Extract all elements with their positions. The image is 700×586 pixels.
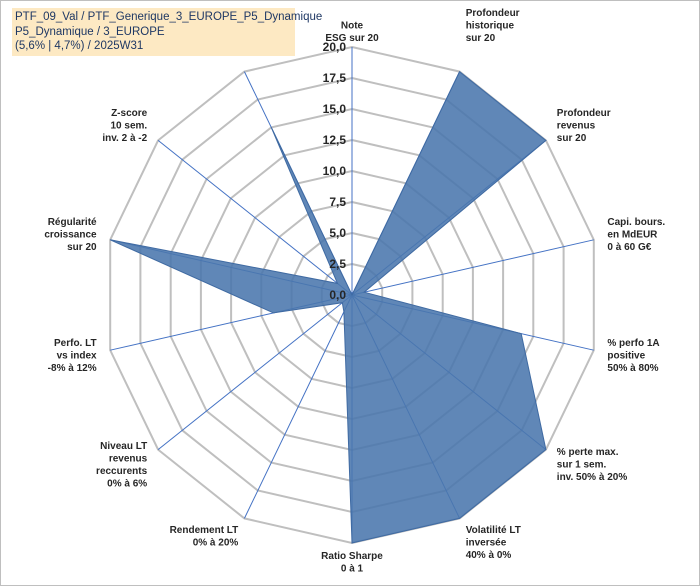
axis-label-6-line-2: 40% à 0% <box>466 550 512 561</box>
tick-label-6: 15,0 <box>323 102 347 116</box>
title-line-1: PTF_09_Val / PTF_Generique_3_EUROPE_P5_D… <box>15 11 323 23</box>
axis-label-5-line-1: sur 1 sem. <box>557 460 607 471</box>
axis-label-2-line-0: Profondeur <box>557 108 611 119</box>
title-line-3: (5,6% | 4,7%) / 2025W31 <box>15 40 144 52</box>
tick-label-4: 10,0 <box>323 164 347 178</box>
axis-label-1-line-1: historique <box>466 21 515 32</box>
axis-label-5-line-2: inv. 50% à 20% <box>557 472 628 483</box>
axis-label-4-line-0: % perfo 1A <box>607 338 659 349</box>
title-line-2: P5_Dynamique / 3_EUROPE <box>15 25 165 38</box>
axis-label-3-line-2: 0 à 60 G€ <box>607 242 651 253</box>
axis-label-5: % perte max. sur 1 sem. inv. 50% à 20% <box>557 447 628 483</box>
axis-label-9-line-2: reccurents <box>96 466 148 477</box>
axis-label-12: Z-score 10 sem. inv. 2 à -2 <box>102 108 147 144</box>
axis-label-7: Ratio Sharpe 0 à 1 <box>321 551 383 575</box>
axis-label-6: Volatilité LT inversée 40% à 0% <box>466 525 521 561</box>
axis-label-5-line-0: % perte max. <box>557 447 619 458</box>
axis-label-6-line-0: Volatilité LT <box>466 525 521 536</box>
axis-label-4: % perfo 1A positive 50% à 80% <box>607 338 659 374</box>
axis-label-4-line-2: 50% à 80% <box>607 363 658 374</box>
axis-label-11-line-1: croissance <box>44 230 97 241</box>
axis-label-0: Note ESG sur 20 <box>325 21 379 45</box>
tick-label-0: 0,0 <box>329 288 346 302</box>
tick-label-3: 7,5 <box>329 195 346 209</box>
axis-label-1-line-2: sur 20 <box>466 33 496 44</box>
axis-label-9-line-3: 0% à 6% <box>107 479 147 490</box>
tick-label-8: 20,0 <box>323 40 347 54</box>
spoke-8 <box>243 294 353 519</box>
axis-label-1: Profondeur historique sur 20 <box>466 8 520 44</box>
axis-label-12-line-2: inv. 2 à -2 <box>102 133 147 144</box>
tick-label-7: 17,5 <box>323 71 347 85</box>
spoke-12 <box>157 140 353 296</box>
axis-label-10-line-1: vs index <box>57 351 97 362</box>
axis-label-12-line-1: 10 sem. <box>110 121 147 132</box>
axis-label-11-line-0: Régularité <box>48 217 97 228</box>
tick-label-2: 5,0 <box>329 226 346 240</box>
axis-label-11-line-2: sur 20 <box>67 242 97 253</box>
axis-label-2-line-1: revenus <box>557 121 596 132</box>
axis-label-9-line-1: revenus <box>109 454 148 465</box>
axis-label-10: Perfo. LT vs index -8% à 12% <box>48 338 97 374</box>
axis-label-1-line-0: Profondeur <box>466 8 520 19</box>
axis-label-2: Profondeur revenus sur 20 <box>557 108 611 144</box>
chart-title-box: PTF_09_Val / PTF_Generique_3_EUROPE_P5_D… <box>12 8 323 56</box>
spoke-3 <box>351 239 594 296</box>
spoke-9 <box>157 294 353 450</box>
axis-label-2-line-2: sur 20 <box>557 133 587 144</box>
axis-label-10-line-0: Perfo. LT <box>54 338 97 349</box>
axis-label-10-line-2: -8% à 12% <box>48 363 97 374</box>
tick-label-1: 2,5 <box>329 257 346 271</box>
axis-label-8: Rendement LT 0% à 20% <box>170 525 239 549</box>
axis-label-7-line-0: Ratio Sharpe <box>321 551 383 562</box>
axis-label-3-line-1: en MdEUR <box>607 230 658 241</box>
axis-label-9-line-0: Niveau LT <box>100 441 147 452</box>
axis-label-8-line-0: Rendement LT <box>170 525 239 536</box>
axis-label-9: Niveau LT revenus reccurents 0% à 6% <box>96 441 148 490</box>
data-series-area <box>109 70 547 544</box>
axis-label-0-line-0: Note <box>341 21 364 32</box>
axis-label-11: Régularité croissance sur 20 <box>44 217 97 253</box>
axis-label-8-line-1: 0% à 20% <box>193 538 239 549</box>
axis-label-7-line-1: 0 à 1 <box>341 564 364 575</box>
axis-label-0-line-1: ESG sur 20 <box>325 33 379 44</box>
axis-label-12-line-0: Z-score <box>111 108 148 119</box>
axis-label-4-line-1: positive <box>607 351 645 362</box>
axis-label-3: Capi. bours. en MdEUR 0 à 60 G€ <box>607 217 665 253</box>
tick-label-5: 12,5 <box>323 133 347 147</box>
axis-label-6-line-1: inversée <box>466 538 507 549</box>
axis-label-3-line-0: Capi. bours. <box>607 217 665 228</box>
